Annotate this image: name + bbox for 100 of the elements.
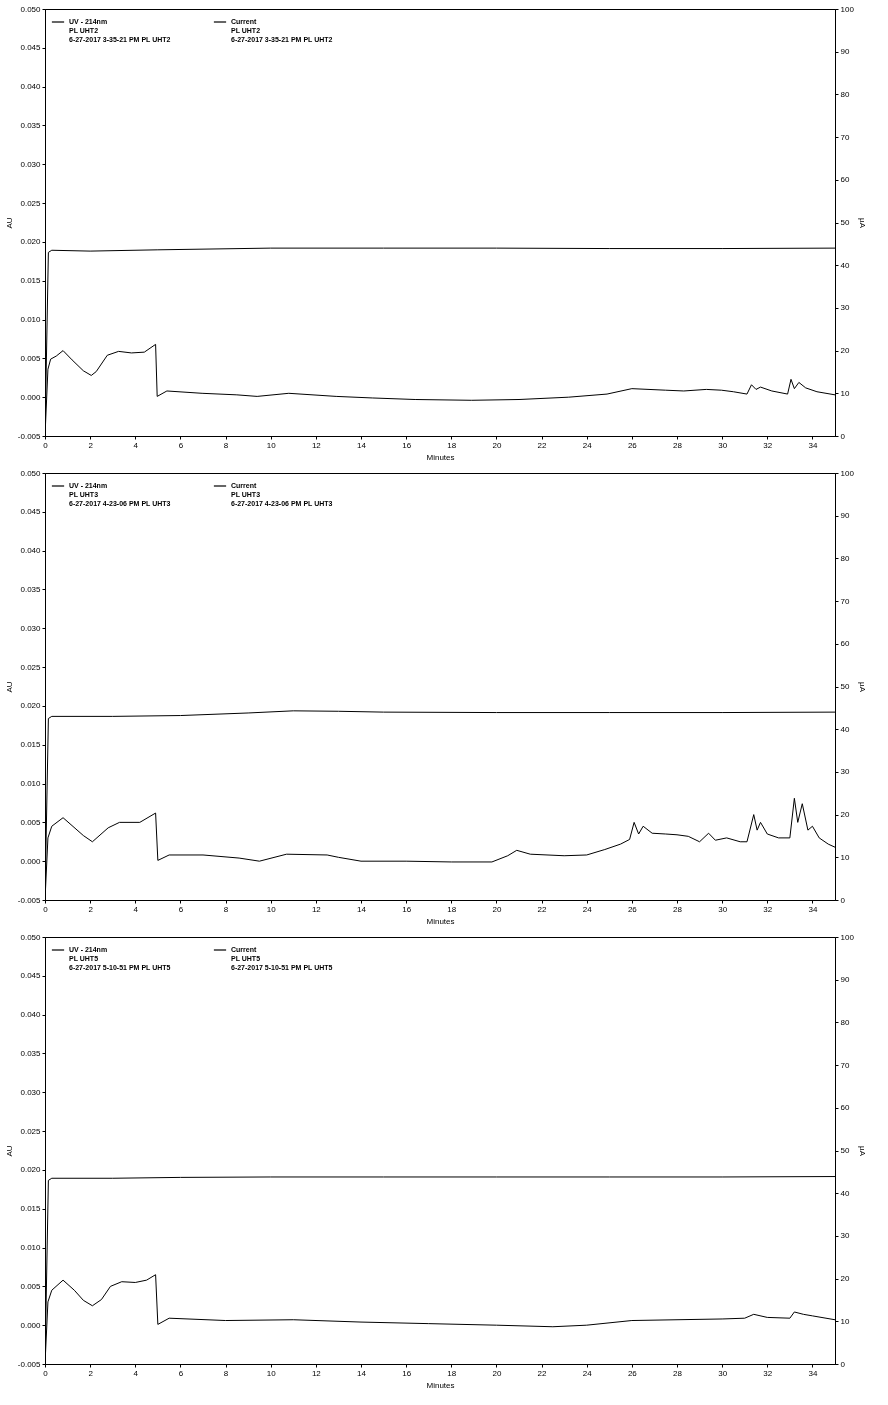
y-tick-label: 0.020	[20, 701, 42, 711]
y-tick-label: 0.035	[20, 584, 42, 594]
x-tick-label: 12	[311, 904, 322, 914]
x-tick-label: 0	[43, 1368, 49, 1378]
y-tick-label: 0.010	[20, 779, 42, 789]
y2-tick-label: 90	[840, 47, 850, 57]
x-tick-label: 10	[266, 1368, 277, 1378]
x-tick-label: 22	[537, 904, 548, 914]
y-tick-label: 0.020	[20, 237, 42, 247]
x-tick-label: 24	[582, 904, 593, 914]
x-tick-label: 4	[133, 904, 139, 914]
y-tick-label: 0.015	[20, 740, 42, 750]
x-tick-label: 8	[223, 1368, 229, 1378]
x-tick-label: 16	[402, 1368, 412, 1378]
x-tick-label: 10	[266, 904, 277, 914]
y2-tick-label: 0	[840, 1359, 846, 1369]
x-tick-label: 2	[88, 1368, 94, 1378]
y2-tick-label: 20	[840, 346, 850, 356]
y2-axis-title: µA	[857, 218, 867, 229]
y-tick-label: 0.050	[20, 468, 42, 478]
y2-tick-label: 50	[840, 682, 850, 691]
x-tick-label: 30	[718, 904, 728, 914]
x-axis-title: Minutes	[426, 916, 455, 926]
y-tick-label: 0.030	[20, 1087, 42, 1097]
y-tick-label: 0.040	[20, 1010, 42, 1020]
x-tick-label: 14	[357, 904, 367, 914]
x-tick-label: 4	[133, 440, 139, 450]
y2-tick-label: 0	[840, 895, 846, 905]
y-tick-label: 0.045	[20, 971, 42, 981]
x-tick-label: 12	[311, 440, 322, 450]
y2-tick-label: 20	[840, 1274, 850, 1284]
x-axis-title: Minutes	[426, 452, 455, 462]
y2-tick-label: 0	[840, 431, 846, 441]
y2-tick-label: 60	[840, 639, 850, 649]
x-tick-label: 6	[178, 1368, 184, 1378]
y-tick-label: 0.010	[20, 315, 42, 325]
x-tick-label: 0	[43, 440, 49, 450]
y2-tick-label: 20	[840, 810, 850, 820]
y-tick-label: -0.005	[17, 431, 42, 441]
y2-tick-label: 90	[840, 511, 850, 521]
y-tick-label: 0.000	[20, 856, 42, 866]
y-axis-title: AU	[4, 1145, 14, 1157]
y2-tick-label: 40	[840, 1188, 850, 1198]
y2-tick-label: 50	[840, 218, 850, 227]
x-tick-label: 16	[402, 440, 412, 450]
y2-axis-title: µA	[857, 682, 867, 693]
y-tick-label: 0.035	[20, 1048, 42, 1058]
x-tick-label: 22	[537, 1368, 548, 1378]
x-tick-label: 10	[266, 440, 277, 450]
y2-tick-label: 40	[840, 724, 850, 734]
y2-tick-label: 70	[840, 596, 850, 606]
x-tick-label: 32	[763, 904, 773, 914]
x-tick-label: 20	[492, 904, 502, 914]
x-tick-label: 26	[627, 440, 638, 450]
y-axis-title: AU	[4, 217, 14, 229]
y2-tick-label: 100	[840, 932, 855, 942]
y2-tick-label: 50	[840, 1146, 850, 1155]
y-tick-label: 0.030	[20, 159, 42, 169]
y-tick-label: 0.015	[20, 1204, 42, 1214]
y-tick-label: 0.010	[20, 1243, 42, 1253]
x-tick-label: 34	[808, 904, 818, 914]
x-tick-label: 18	[447, 904, 457, 914]
x-tick-label: 8	[223, 904, 229, 914]
x-tick-label: 18	[447, 440, 457, 450]
y-tick-label: 0.045	[20, 43, 42, 53]
y-tick-label: 0.005	[20, 1281, 42, 1291]
y-tick-label: 0.040	[20, 546, 42, 556]
x-tick-label: 30	[718, 440, 728, 450]
y2-tick-label: 100	[840, 468, 855, 478]
y-tick-label: 0.030	[20, 623, 42, 633]
x-tick-label: 26	[627, 904, 638, 914]
y-tick-label: 0.020	[20, 1165, 42, 1175]
x-tick-label: 24	[582, 440, 593, 450]
x-tick-label: 20	[492, 1368, 502, 1378]
x-tick-label: 6	[178, 904, 184, 914]
y-axis-title: AU	[4, 681, 14, 693]
x-tick-label: 0	[43, 904, 49, 914]
y2-tick-label: 60	[840, 1103, 850, 1113]
y-tick-label: 0.005	[20, 353, 42, 363]
x-tick-label: 30	[718, 1368, 728, 1378]
y-tick-label: -0.005	[17, 1359, 42, 1369]
y2-tick-label: 30	[840, 303, 850, 313]
y2-tick-label: 10	[840, 1316, 850, 1326]
y-tick-label: 0.025	[20, 662, 42, 672]
y-tick-label: 0.045	[20, 507, 42, 517]
x-tick-label: 12	[311, 1368, 322, 1378]
x-tick-label: 34	[808, 440, 818, 450]
y2-tick-label: 60	[840, 175, 850, 185]
x-tick-label: 14	[357, 440, 367, 450]
y2-tick-label: 10	[840, 388, 850, 398]
y2-tick-label: 80	[840, 553, 850, 563]
x-tick-label: 26	[627, 1368, 638, 1378]
y2-tick-label: 10	[840, 852, 850, 862]
y-tick-label: 0.015	[20, 276, 42, 286]
y-tick-label: 0.005	[20, 817, 42, 827]
y-tick-label: 0.025	[20, 198, 42, 208]
y2-tick-label: 80	[840, 89, 850, 99]
x-tick-label: 8	[223, 440, 229, 450]
x-axis-title: Minutes	[426, 1380, 455, 1390]
x-tick-label: 6	[178, 440, 184, 450]
